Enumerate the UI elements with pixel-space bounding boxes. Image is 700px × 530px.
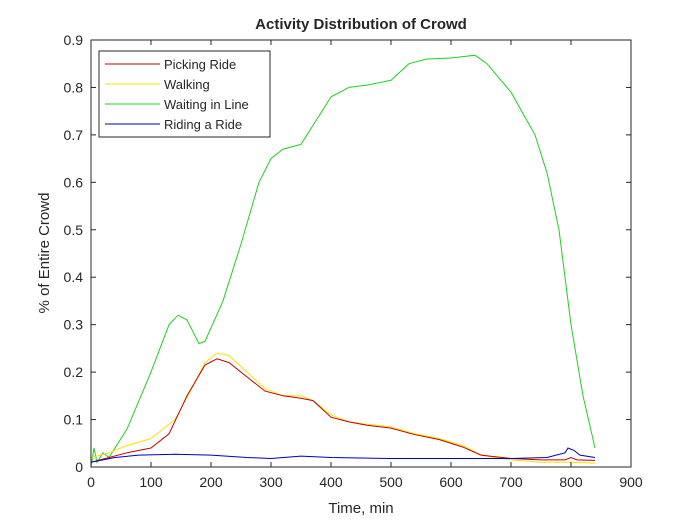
x-tick-label: 300 bbox=[259, 474, 283, 490]
y-tick-label: 0.6 bbox=[64, 174, 84, 190]
x-tick-label: 200 bbox=[199, 474, 223, 490]
x-tick-label: 500 bbox=[379, 474, 403, 490]
y-tick-label: 0.8 bbox=[64, 79, 84, 95]
x-tick-label: 0 bbox=[87, 474, 95, 490]
y-tick-label: 0.7 bbox=[64, 127, 84, 143]
x-axis-label: Time, min bbox=[328, 500, 393, 517]
x-tick-label: 600 bbox=[439, 474, 463, 490]
x-tick-label: 900 bbox=[619, 474, 643, 490]
legend-entry: Riding a Ride bbox=[164, 117, 242, 132]
x-tick-label: 800 bbox=[559, 474, 583, 490]
plot-area-frame bbox=[90, 39, 632, 468]
x-tick-label: 100 bbox=[139, 474, 163, 490]
y-axis-label: % of Entire Crowd bbox=[36, 193, 53, 314]
series-line-waiting-in-line bbox=[90, 54, 596, 468]
legend: Picking Ride Walking Waiting in Line Riding… bbox=[98, 50, 271, 138]
legend-entry: Waiting in Line bbox=[164, 97, 249, 112]
y-tick-label: 0.9 bbox=[64, 32, 84, 48]
y-tick-label: 0.3 bbox=[64, 317, 84, 333]
x-tick-label: 400 bbox=[319, 474, 343, 490]
series-line-picking-ride bbox=[90, 358, 596, 463]
y-tick-label: 0.5 bbox=[64, 222, 84, 238]
y-tick-label: 0.2 bbox=[64, 364, 84, 380]
y-tick-label: 0.1 bbox=[64, 412, 84, 428]
legend-entry: Picking Ride bbox=[164, 57, 236, 72]
series-line-walking bbox=[90, 352, 596, 464]
legend-box bbox=[98, 50, 271, 138]
chart-title: Activity Distribution of Crowd bbox=[255, 16, 467, 33]
y-tick-label: 0 bbox=[75, 459, 83, 475]
x-tick-label: 700 bbox=[499, 474, 523, 490]
series-line-riding-a-ride bbox=[90, 447, 596, 463]
legend-entry: Walking bbox=[164, 77, 210, 92]
y-tick-label: 0.4 bbox=[64, 269, 84, 285]
